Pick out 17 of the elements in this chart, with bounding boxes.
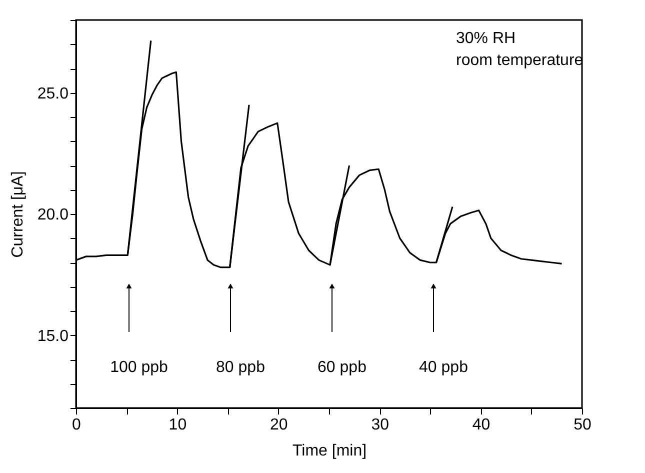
annotation: 100 ppb [110,359,168,376]
y-tick-label: 15.0 [37,328,69,345]
x-tick-label: 40 [472,416,490,434]
x-tick-label: 10 [168,416,187,434]
annotation: room temperature [456,52,584,69]
y-axis-title: Current [μA] [9,171,26,258]
annotation: 60 ppb [318,359,367,376]
y-tick-label: 25.0 [37,85,69,102]
x-tick-label: 0 [72,416,82,434]
x-tick-label: 30 [371,416,390,434]
annotation: 30% RH [456,30,516,47]
annotation: 40 ppb [419,359,468,376]
y-tick-label: 20.0 [37,206,69,224]
x-axis-title: Time [min] [292,442,367,460]
x-tick-label: 50 [574,416,592,434]
annotation: 80 ppb [216,359,266,376]
x-tick-label: 20 [270,416,288,434]
